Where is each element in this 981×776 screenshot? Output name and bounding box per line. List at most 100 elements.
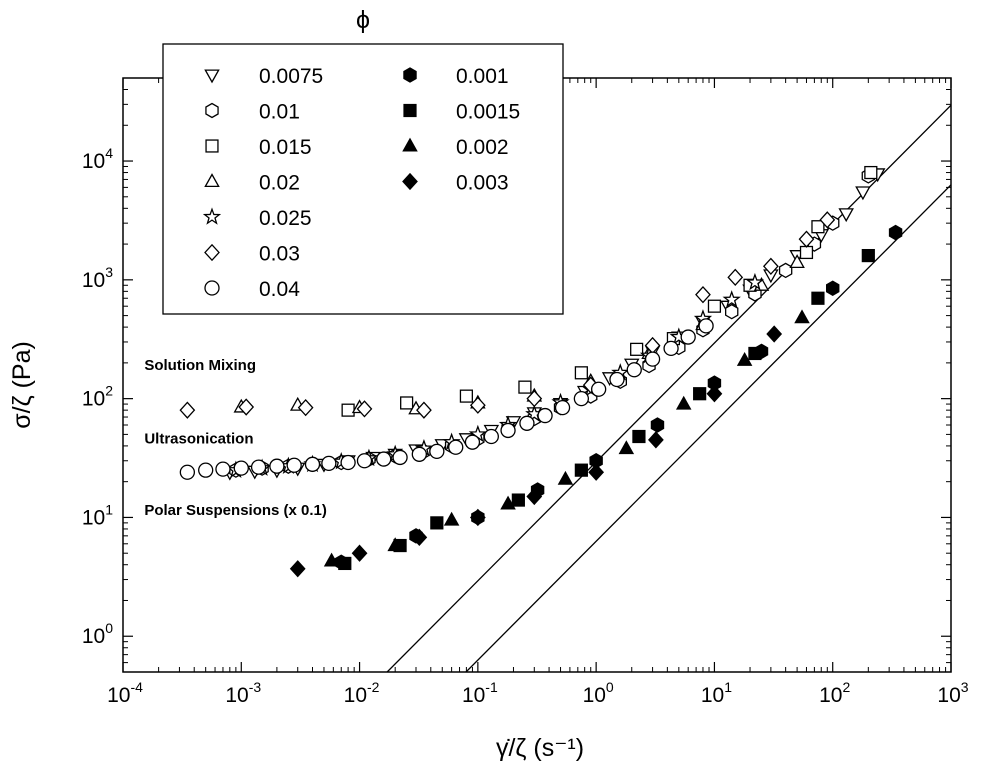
data-point — [675, 395, 692, 410]
legend-marker — [205, 102, 219, 119]
data-point — [304, 456, 321, 472]
data-point — [838, 208, 854, 223]
data-point — [574, 463, 588, 477]
data-point — [464, 434, 481, 450]
data-point — [537, 407, 553, 424]
data-point — [286, 457, 302, 473]
x-tick-label: 10-3 — [225, 679, 261, 707]
x-tick-label: 100 — [583, 679, 614, 707]
data-point — [392, 449, 408, 466]
reference-line — [386, 104, 951, 672]
data-point — [609, 371, 625, 388]
legend-marker — [204, 69, 220, 84]
data-point — [727, 268, 744, 286]
legend-label: 0.02 — [259, 172, 300, 195]
legend-marker — [403, 67, 417, 83]
data-point — [650, 417, 665, 433]
legend-label: 0.003 — [456, 172, 509, 195]
data-point — [297, 398, 314, 417]
legend-label: 0.002 — [456, 136, 509, 159]
data-point — [387, 537, 403, 552]
legend-label: 0.0075 — [259, 65, 323, 88]
legend-item: 0.0075 — [204, 65, 323, 88]
data-point — [588, 463, 605, 481]
data-point — [469, 508, 486, 527]
data-point — [798, 230, 815, 248]
data-point — [430, 516, 444, 530]
legend-title: ϕ — [356, 6, 370, 34]
series-0.003 — [289, 325, 783, 578]
series-0.002 — [323, 309, 810, 567]
data-point — [648, 431, 664, 449]
data-point — [693, 387, 707, 401]
data-point — [198, 462, 214, 478]
data-point — [680, 329, 696, 345]
data-point — [888, 224, 903, 241]
data-point — [179, 401, 196, 419]
data-point — [411, 446, 427, 462]
data-point — [695, 286, 711, 304]
data-point — [590, 381, 607, 397]
data-point — [736, 352, 753, 366]
data-point — [748, 346, 762, 361]
data-point — [416, 401, 432, 419]
data-point — [762, 257, 779, 275]
data-point — [826, 280, 840, 296]
legend-marker — [402, 137, 418, 152]
data-point — [574, 366, 588, 380]
legend-item: 0.015 — [205, 136, 312, 159]
data-point — [376, 451, 392, 467]
data-point — [215, 461, 231, 477]
data-point — [448, 439, 464, 455]
data-point — [351, 544, 368, 562]
data-point — [855, 186, 871, 201]
legend-marker — [403, 103, 417, 118]
legend-item: 0.001 — [403, 65, 509, 88]
data-point — [557, 470, 574, 485]
data-point — [799, 245, 814, 260]
legend-label: 0.03 — [259, 243, 300, 266]
y-tick-label: 104 — [82, 145, 113, 173]
reference-lines — [386, 104, 951, 672]
data-point — [766, 325, 783, 343]
data-point — [526, 389, 543, 408]
x-tick-label: 10-4 — [107, 679, 143, 707]
data-point — [483, 428, 499, 445]
x-tick-label: 103 — [937, 679, 968, 707]
data-point — [356, 453, 373, 469]
legend-marker — [402, 172, 418, 191]
data-point — [526, 487, 543, 506]
data-point — [269, 458, 285, 474]
legend-item: 0.025 — [202, 207, 312, 230]
legend-label: 0.001 — [456, 65, 509, 88]
data-point — [618, 440, 635, 455]
x-tick-label: 101 — [701, 679, 732, 707]
data-point — [861, 248, 875, 263]
data-point — [706, 385, 723, 403]
data-point — [518, 380, 532, 394]
data-point — [321, 455, 337, 472]
x-tick-label: 10-2 — [344, 679, 380, 707]
annotation-label: Solution Mixing — [144, 357, 256, 374]
x-tick-label: 10-1 — [462, 679, 498, 707]
legend-marker — [204, 243, 220, 262]
legend-item: 0.02 — [204, 172, 300, 195]
legend-item: 0.03 — [204, 243, 300, 266]
y-tick-label: 103 — [82, 264, 113, 292]
data-point — [698, 318, 714, 334]
data-point — [573, 390, 590, 407]
annotation-label: Polar Suspensions (x 0.1) — [144, 502, 327, 519]
data-point — [663, 340, 679, 357]
data-point — [630, 342, 644, 356]
data-point — [745, 272, 765, 291]
data-point — [519, 415, 535, 431]
legend-marker — [204, 280, 220, 296]
legend-label: 0.0015 — [456, 101, 520, 124]
legend-item: 0.003 — [402, 172, 509, 195]
data-point — [789, 254, 805, 269]
y-tick-label: 100 — [82, 620, 113, 648]
data-point — [707, 299, 722, 313]
data-point — [725, 303, 739, 320]
data-point — [644, 351, 661, 367]
data-point — [794, 309, 810, 324]
